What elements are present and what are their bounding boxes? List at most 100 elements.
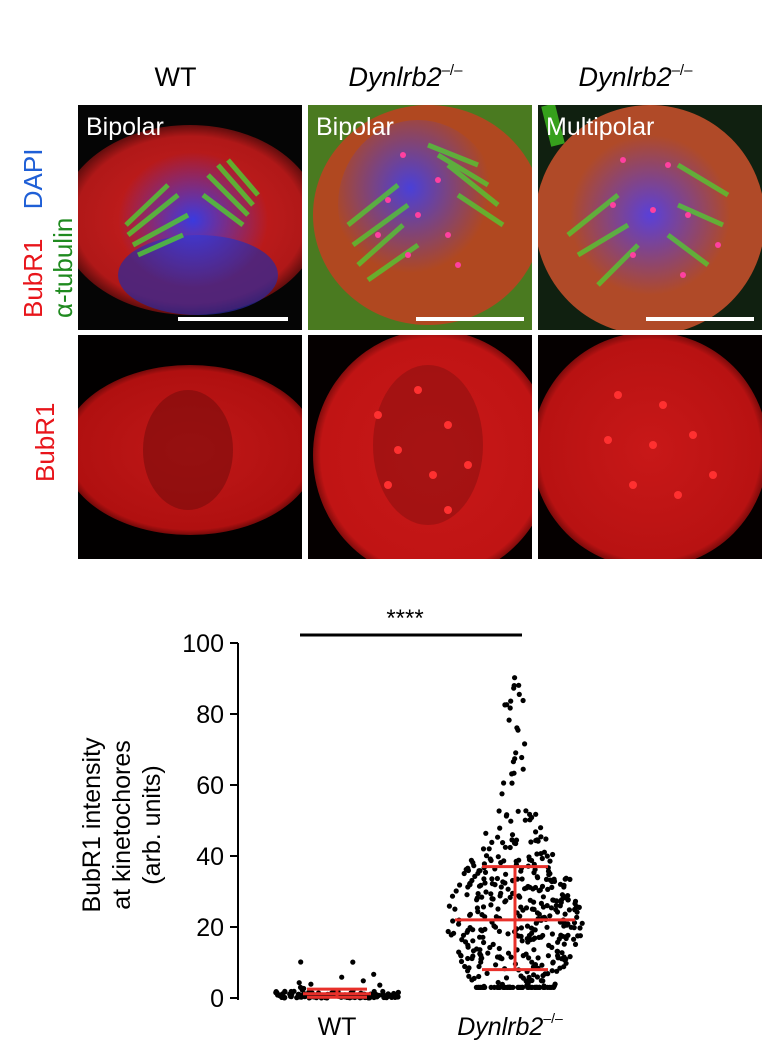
panel-label: Multipolar — [546, 113, 655, 141]
data-point — [373, 991, 379, 997]
data-point — [487, 944, 493, 951]
panel-label: Bipolar — [86, 113, 164, 141]
data-point — [458, 958, 465, 965]
data-point — [511, 770, 517, 776]
data-point — [483, 830, 489, 836]
data-point — [495, 906, 501, 912]
data-point — [571, 936, 577, 942]
data-point — [503, 898, 509, 904]
data-point — [466, 965, 472, 971]
data-point — [485, 950, 491, 956]
y-tick-label: 60 — [196, 772, 224, 800]
data-point — [464, 892, 470, 898]
data-point — [535, 955, 541, 961]
data-point — [462, 963, 468, 970]
y-axis-title-line: BubR1 intensity — [78, 737, 106, 913]
data-point — [533, 920, 539, 926]
data-point — [533, 829, 539, 835]
data-point — [479, 894, 485, 900]
data-point — [496, 808, 502, 814]
data-point — [377, 982, 383, 988]
data-point — [451, 930, 457, 936]
x-tick-label-ko: Dynlrb2–/– — [457, 1010, 563, 1041]
data-point — [478, 882, 484, 888]
data-point — [467, 911, 473, 917]
micrograph-ko-bipolar-bubr1 — [308, 335, 532, 559]
data-point — [469, 955, 475, 962]
data-point — [547, 913, 553, 919]
data-point — [287, 993, 294, 999]
data-point — [484, 970, 490, 976]
data-point — [519, 984, 526, 990]
data-point — [500, 840, 506, 846]
data-point — [518, 904, 524, 910]
data-point — [460, 932, 467, 938]
data-point — [536, 984, 543, 990]
y-axis-title: BubR1 intensity at kinetochores (arb. un… — [78, 737, 166, 913]
data-point — [550, 851, 556, 858]
y-tick-label: 40 — [196, 843, 224, 871]
data-point — [579, 920, 585, 926]
data-point — [572, 898, 579, 904]
data-point — [545, 953, 552, 959]
data-point — [507, 844, 513, 851]
data-point — [543, 836, 549, 842]
data-point — [518, 868, 524, 874]
y-tick-label: 100 — [182, 630, 224, 658]
data-point — [566, 907, 573, 913]
data-point — [518, 973, 524, 979]
data-point — [553, 907, 559, 913]
data-point — [482, 869, 489, 875]
data-point — [495, 854, 501, 860]
data-point — [483, 889, 489, 895]
data-point — [501, 858, 507, 864]
single-row-label: BubR1 — [30, 403, 61, 483]
column-title-wt: WT — [63, 62, 288, 93]
data-point — [500, 879, 506, 885]
micrograph-ko-multipolar-bubr1 — [538, 335, 762, 559]
data-point — [459, 937, 465, 943]
data-point — [532, 963, 538, 969]
data-point — [513, 858, 519, 864]
data-point — [528, 839, 534, 845]
data-point — [470, 938, 476, 944]
data-point — [527, 937, 534, 943]
data-point — [495, 834, 501, 840]
data-point — [468, 857, 474, 863]
x-tick-label-ko-text: Dynlrb2 — [457, 1013, 543, 1041]
data-point — [492, 882, 498, 888]
data-point — [549, 931, 556, 937]
data-point — [513, 750, 519, 756]
column-title-text: Dynlrb2 — [348, 62, 442, 92]
data-point — [526, 932, 533, 939]
data-point — [545, 886, 551, 892]
data-point — [531, 906, 537, 912]
data-point — [360, 978, 366, 984]
data-point — [497, 893, 503, 899]
data-point — [532, 935, 538, 941]
data-point — [568, 924, 574, 930]
micrograph-ko-multipolar-merge: Multipolar — [538, 105, 762, 330]
data-point — [491, 923, 497, 929]
data-point — [480, 846, 487, 852]
column-title-text: Dynlrb2 — [578, 62, 672, 92]
data-point — [527, 811, 533, 817]
micrograph-ko-bipolar-merge: Bipolar — [308, 105, 532, 330]
data-point — [554, 968, 560, 974]
data-point — [339, 974, 345, 980]
data-point — [510, 759, 516, 765]
y-axis-title-line: (arb. units) — [138, 765, 166, 884]
data-point — [517, 894, 523, 900]
data-point — [543, 876, 550, 882]
data-point — [465, 955, 471, 962]
data-point — [519, 754, 525, 761]
data-point — [476, 973, 482, 980]
micrograph-image — [308, 105, 532, 330]
data-point — [478, 927, 484, 933]
data-point — [490, 896, 496, 902]
data-point — [504, 984, 511, 990]
data-point — [477, 934, 483, 940]
data-point — [308, 981, 314, 987]
data-point — [493, 962, 499, 968]
data-point — [529, 857, 535, 864]
